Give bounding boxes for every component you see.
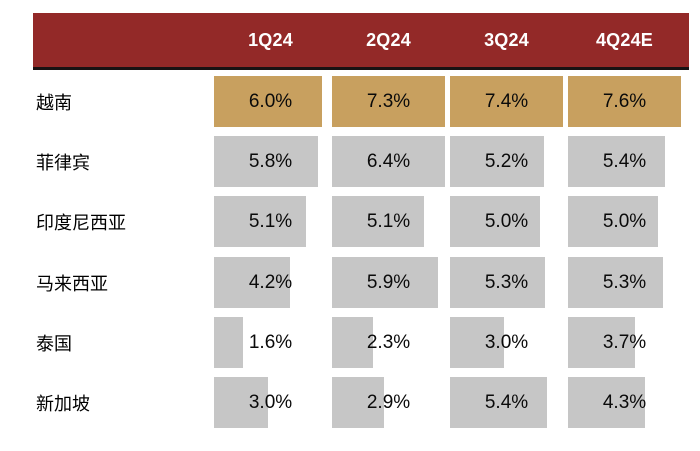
cell-value: 5.3%: [602, 271, 647, 293]
data-bar-highlight: [214, 76, 322, 127]
cell-value: 5.2%: [484, 150, 529, 172]
table-cell: 5.1%: [214, 196, 327, 247]
row-label: 马来西亚: [36, 273, 108, 294]
table-cell: 5.2%: [450, 136, 563, 187]
data-bar: [332, 196, 424, 247]
cell-value: 1.6%: [248, 331, 293, 353]
cell-value: 6.4%: [366, 150, 411, 172]
table-cell: 5.4%: [568, 136, 681, 187]
row-label: 印度尼西亚: [36, 212, 126, 233]
data-bar: [214, 257, 290, 308]
data-bar: [568, 377, 645, 428]
table-cell: 5.0%: [450, 196, 563, 247]
table-cell: 5.9%: [332, 257, 445, 308]
row-label: 新加坡: [36, 393, 90, 414]
column-header-2q24: 2Q24: [366, 29, 411, 50]
data-bar: [332, 257, 438, 308]
table-cell: 7.6%: [568, 76, 681, 127]
cell-value: 7.6%: [602, 90, 647, 112]
cell-value: 2.3%: [366, 331, 411, 353]
row-label: 越南: [36, 92, 72, 113]
cell-value: 5.4%: [484, 391, 529, 413]
table-cell: 2.9%: [332, 377, 445, 428]
data-bar: [214, 377, 268, 428]
row-label: 菲律宾: [36, 152, 90, 173]
column-header-3q24: 3Q24: [484, 29, 529, 50]
column-header-4q24e: 4Q24E: [595, 29, 654, 50]
row-label: 泰国: [36, 333, 72, 354]
cell-value: 3.0%: [484, 331, 529, 353]
cell-value: 7.4%: [484, 90, 529, 112]
data-bar: [214, 136, 318, 187]
cell-value: 5.0%: [484, 210, 529, 232]
cell-value: 4.3%: [602, 391, 647, 413]
cell-value: 5.1%: [366, 210, 411, 232]
cell-value: 5.0%: [602, 210, 647, 232]
data-bar-highlight: [450, 76, 563, 127]
table-cell: 5.8%: [214, 136, 327, 187]
table-cell: 6.4%: [332, 136, 445, 187]
data-bar: [450, 257, 545, 308]
data-bar: [450, 317, 504, 368]
cell-value: 5.9%: [366, 271, 411, 293]
table-cell: 3.0%: [214, 377, 327, 428]
data-bar: [568, 317, 635, 368]
data-bar: [568, 257, 663, 308]
table-cell: 7.3%: [332, 76, 445, 127]
cell-value: 7.3%: [366, 90, 411, 112]
cell-value: 3.7%: [602, 331, 647, 353]
cell-value: 3.0%: [248, 391, 293, 413]
data-bar: [568, 196, 658, 247]
cell-value: 5.4%: [602, 150, 647, 172]
cell-value: 5.1%: [248, 210, 293, 232]
table-cell: 7.4%: [450, 76, 563, 127]
data-bar: [332, 136, 445, 187]
data-bar: [214, 317, 243, 368]
table-cell: 4.2%: [214, 257, 327, 308]
table-cell: 4.3%: [568, 377, 681, 428]
table-header-band: 1Q24 2Q24 3Q24 4Q24E: [33, 13, 689, 70]
data-bar-highlight: [568, 76, 681, 127]
cell-value: 5.3%: [484, 271, 529, 293]
data-bar: [450, 196, 540, 247]
table-cell: 3.0%: [450, 317, 563, 368]
table-cell: 6.0%: [214, 76, 327, 127]
data-bar-highlight: [332, 76, 445, 127]
table-cell: 5.3%: [450, 257, 563, 308]
table-cell: 5.0%: [568, 196, 681, 247]
table-cell: 2.3%: [332, 317, 445, 368]
column-header-1q24: 1Q24: [248, 29, 293, 50]
cell-value: 2.9%: [366, 391, 411, 413]
table-cell: 5.4%: [450, 377, 563, 428]
cell-value: 6.0%: [248, 90, 293, 112]
data-bar: [214, 196, 306, 247]
cell-value: 5.8%: [248, 150, 293, 172]
cell-value: 4.2%: [248, 271, 293, 293]
table-cell: 5.3%: [568, 257, 681, 308]
data-bar: [332, 317, 373, 368]
table-cell: 1.6%: [214, 317, 327, 368]
data-bar: [332, 377, 384, 428]
data-bar: [450, 136, 544, 187]
table-cell: 3.7%: [568, 317, 681, 368]
data-bar: [568, 136, 665, 187]
table-cell: 5.1%: [332, 196, 445, 247]
data-bar: [450, 377, 547, 428]
